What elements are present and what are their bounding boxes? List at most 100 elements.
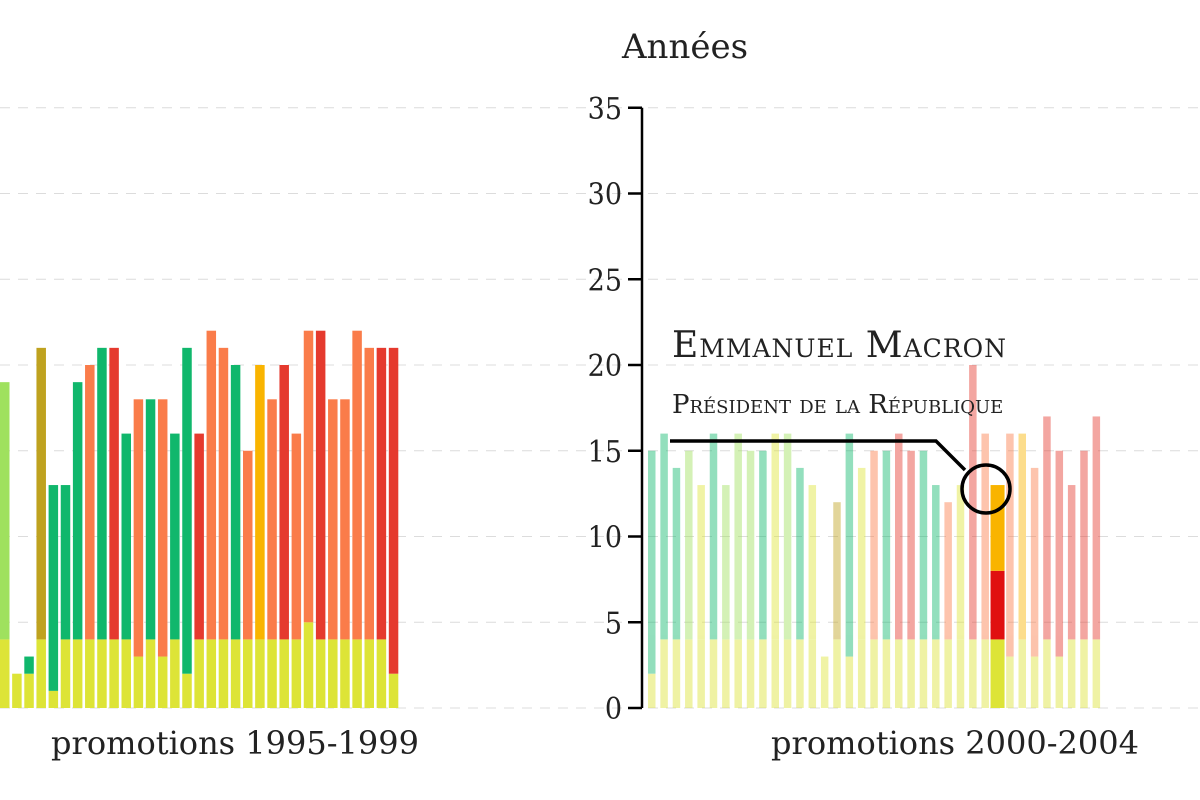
bar-1-14 <box>157 399 168 708</box>
bar-segment <box>870 639 878 708</box>
y-tick-label-0: 0 <box>605 692 622 727</box>
bar-segment <box>796 467 804 640</box>
bar-segment <box>857 467 866 640</box>
bar-segment <box>845 433 854 657</box>
bar-segment <box>932 485 940 640</box>
bar-segment <box>895 433 903 640</box>
bar-segment <box>1092 639 1101 708</box>
bar-1-26 <box>303 330 314 708</box>
y-tick-label-20: 20 <box>588 349 622 384</box>
bar-segment <box>1092 416 1101 640</box>
bar-segment <box>267 399 277 640</box>
bar-1-20 <box>230 365 241 708</box>
bar-2-35 <box>1067 485 1076 708</box>
bar-1-18 <box>206 330 217 708</box>
bar-segment <box>85 639 95 708</box>
bar-segment <box>218 639 229 708</box>
bar-2-11 <box>771 433 779 708</box>
bar-segment <box>109 347 119 640</box>
bar-segment <box>956 485 965 640</box>
bar-2-5 <box>697 485 705 708</box>
bar-segment <box>157 399 168 657</box>
bar-segment <box>990 639 1005 708</box>
bar-segment <box>1030 467 1039 657</box>
bar-2-34 <box>1055 450 1064 708</box>
bar-1-17 <box>194 433 204 708</box>
bar-segment <box>340 639 350 708</box>
bar-segment <box>1030 656 1039 708</box>
bar-segment <box>672 639 681 708</box>
bar-segment <box>990 570 1005 640</box>
bar-1-15 <box>170 433 180 708</box>
annotation: Emmanuel Macron Président de la Républiq… <box>670 325 1012 515</box>
bar-2-19 <box>870 450 878 708</box>
y-tick-label-5: 5 <box>605 606 622 641</box>
bar-segment <box>72 382 83 640</box>
bar-segment <box>145 639 156 708</box>
panel-1995-1999 <box>0 330 399 708</box>
bar-segment <box>660 433 668 640</box>
bar-segment <box>1043 639 1051 708</box>
bar-2-32 <box>1030 467 1039 708</box>
bar-segment <box>170 433 180 640</box>
bar-1-19 <box>218 347 229 708</box>
bar-segment <box>833 502 841 640</box>
bar-segment <box>182 673 192 708</box>
bar-segment <box>352 330 362 640</box>
bar-1-12 <box>133 399 144 708</box>
bar-segment <box>771 433 779 640</box>
bar-segment <box>97 639 107 708</box>
bar-segment <box>24 673 34 708</box>
bar-segment <box>746 639 755 708</box>
bar-2-9 <box>746 450 755 708</box>
bar-segment <box>206 330 217 640</box>
panel-label-2000-2004: promotions 2000-2004 <box>771 724 1139 762</box>
bar-segment <box>969 639 977 708</box>
bar-segment <box>72 639 83 708</box>
bar-2-1 <box>648 450 656 708</box>
bar-segment <box>1055 656 1064 708</box>
bar-2-4 <box>685 450 693 708</box>
bar-segment <box>1080 450 1088 640</box>
bar-segment <box>944 502 952 640</box>
bar-segment <box>109 639 119 708</box>
bar-segment <box>990 485 1005 571</box>
bar-1-28 <box>328 399 338 708</box>
bar-2-13 <box>796 467 804 708</box>
bar-1-27 <box>315 330 326 708</box>
bar-segment <box>1043 416 1051 640</box>
bar-1-6 <box>60 485 71 708</box>
bar-segment <box>255 639 265 708</box>
bar-2-16 <box>833 502 841 708</box>
bar-segment <box>919 450 928 640</box>
bar-segment <box>303 330 314 623</box>
bar-segment <box>24 656 34 674</box>
bar-1-8 <box>85 365 95 708</box>
bar-segment <box>1067 485 1076 640</box>
bar-segment <box>243 450 253 640</box>
annotation-role: Président de la République <box>672 390 1003 420</box>
bar-segment <box>697 639 705 708</box>
bar-segment <box>36 639 46 708</box>
bar-segment <box>759 639 767 708</box>
bar-segment <box>981 433 989 640</box>
bar-2-12 <box>783 433 792 708</box>
bar-segment <box>1006 433 1014 657</box>
bar-segment <box>709 639 718 708</box>
bar-segment <box>206 639 217 708</box>
bar-segment <box>36 347 46 640</box>
bar-segment <box>808 639 817 708</box>
bar-segment <box>796 639 804 708</box>
bar-2-30 <box>1006 433 1014 708</box>
bar-segment <box>648 673 656 708</box>
bar-segment <box>734 639 742 708</box>
bar-segment <box>722 485 730 640</box>
bar-segment <box>857 639 866 708</box>
bar-segment <box>944 639 952 708</box>
bar-segment <box>328 399 338 640</box>
bar-2-18 <box>857 467 866 708</box>
bar-2-23 <box>919 450 928 708</box>
bar-segment <box>697 485 705 640</box>
bar-1-24 <box>279 365 289 708</box>
bar-segment <box>907 450 915 640</box>
